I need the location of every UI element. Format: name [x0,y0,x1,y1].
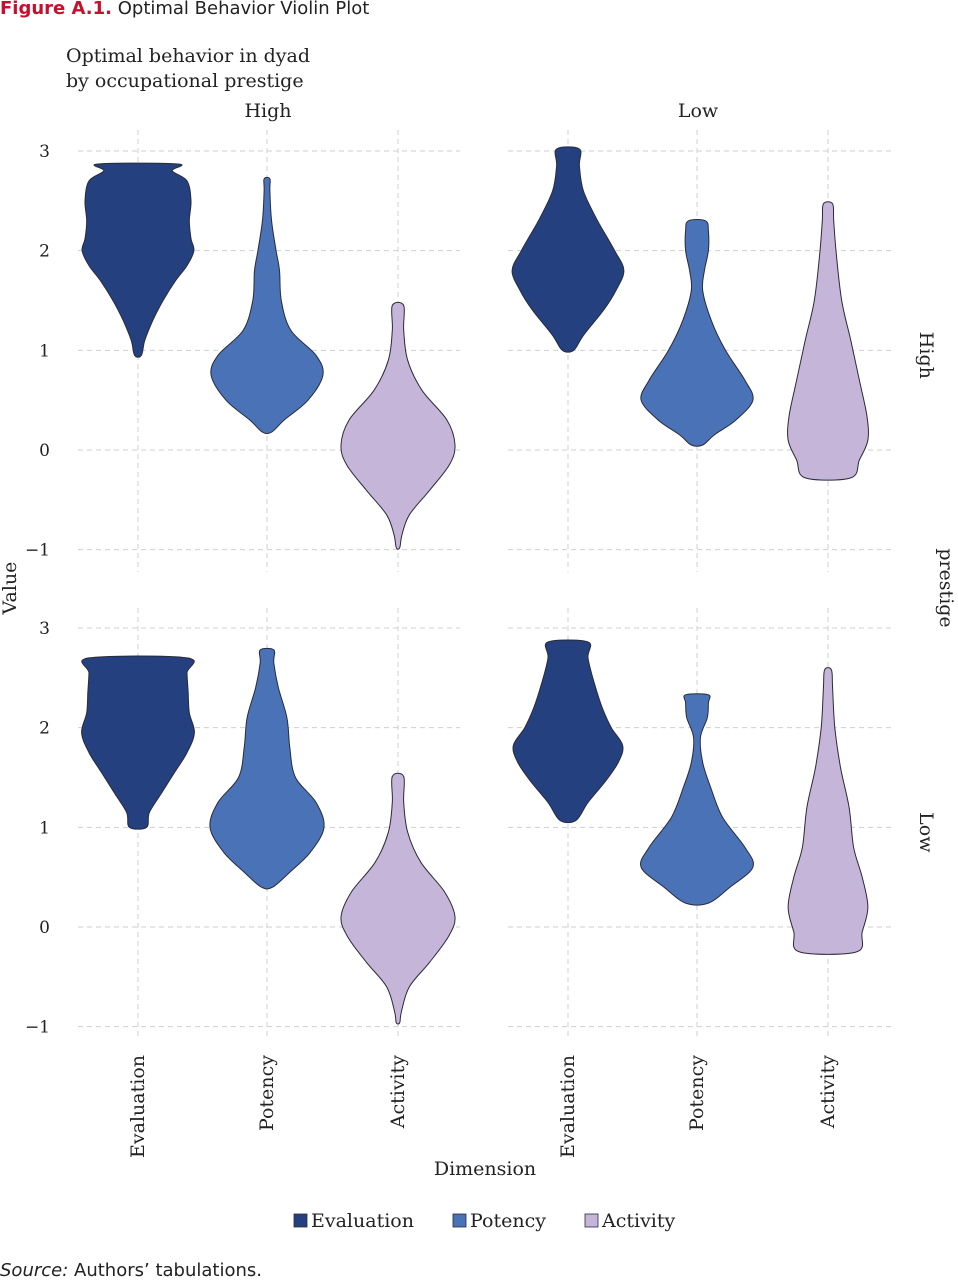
y-tick-label: −1 [25,541,50,561]
legend-label: Evaluation [311,1210,414,1232]
violin-activity [787,201,869,481]
violin-activity [340,772,456,1025]
figure-title: Optimal Behavior Violin Plot [117,0,370,19]
violin-potency [210,176,324,435]
violin-evaluation [81,162,195,358]
legend-label: Potency [470,1210,546,1232]
violin-evaluation [511,146,625,353]
chart-title-line: by occupational prestige [66,70,304,92]
chart-title-line: Optimal behavior in dyad [66,45,310,67]
x-tick-label: Evaluation [127,1055,149,1158]
x-tick-label: Activity [817,1055,839,1130]
x-tick-label: Potency [686,1055,708,1131]
legend-swatch-activity [584,1213,599,1228]
y-tick-label: 1 [39,341,50,361]
x-axis-label: Dimension [434,1158,536,1180]
legend-swatch-potency [452,1213,467,1228]
figure-number: Figure A.1. [0,0,112,19]
facet-row-label: High [915,332,937,379]
y-tick-label: −1 [25,1018,50,1038]
violin-potency [640,693,754,906]
violin-activity [340,301,456,550]
y-tick-label: 2 [39,719,50,739]
y-tick-label: 0 [39,441,50,461]
source-label: Source: [0,1260,69,1281]
violin-potency [209,647,325,890]
facet-column-label: High [244,100,291,122]
source-text: Authors’ tabulations. [74,1260,262,1281]
y-tick-label: 0 [39,918,50,938]
violin-evaluation [512,639,624,824]
violin-potency [640,219,754,447]
facet-column-label: Low [678,100,719,122]
legend-swatch-evaluation [293,1213,308,1228]
violin-activity [787,667,869,955]
figure-caption: Figure A.1. Optimal Behavior Violin Plot [0,0,369,19]
x-tick-label: Activity [387,1055,409,1130]
legend-label: Activity [601,1210,676,1232]
facet-row-title: prestige [935,548,957,627]
facet-row-label: Low [915,812,937,853]
source-note: Source: Authors’ tabulations. [0,1260,262,1281]
y-tick-label: 1 [39,818,50,838]
y-tick-label: 3 [39,142,50,162]
violin-evaluation [81,655,195,830]
y-tick-label: 3 [39,619,50,639]
y-axis-label: Value [0,562,21,616]
y-tick-label: 2 [39,242,50,262]
x-tick-label: Evaluation [557,1055,579,1158]
x-tick-label: Potency [256,1055,278,1131]
